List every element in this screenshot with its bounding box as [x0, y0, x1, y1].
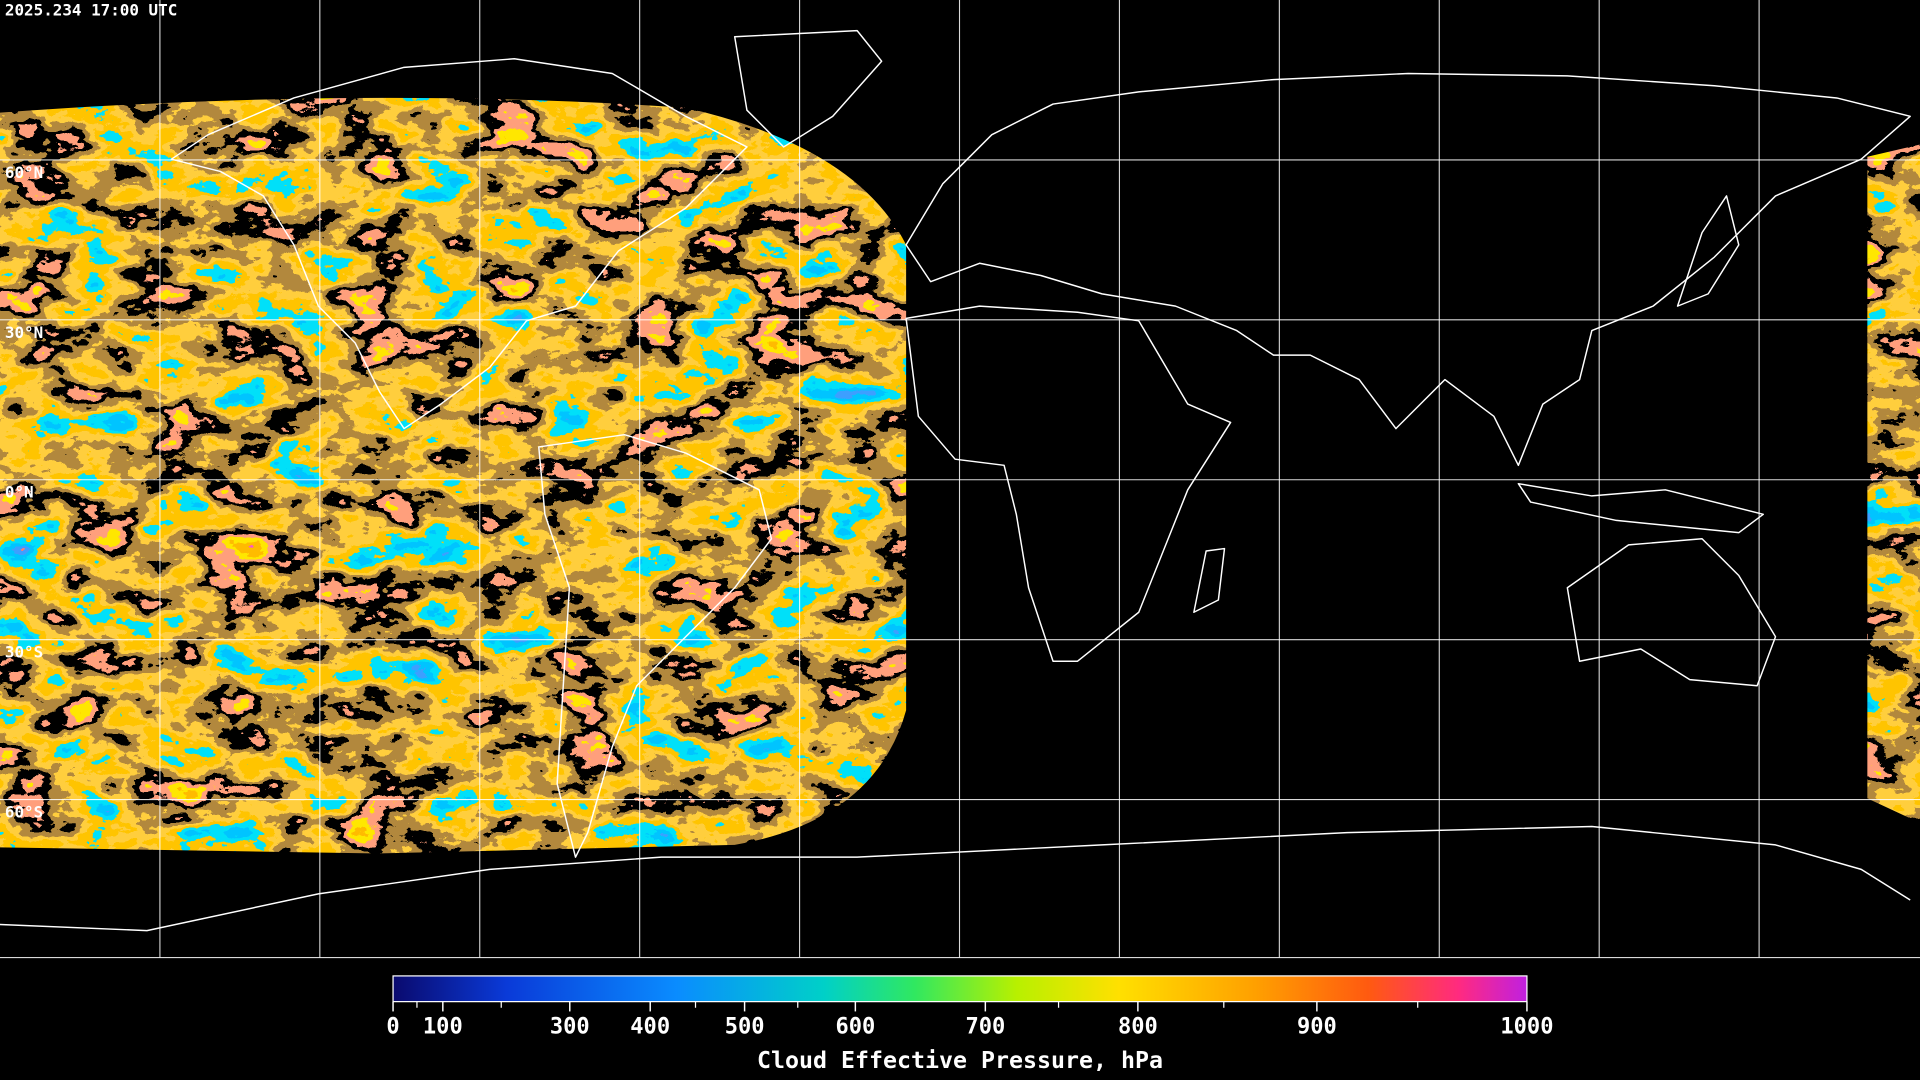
colorbar-title: Cloud Effective Pressure, hPa: [757, 1047, 1163, 1074]
coast-madagascar: [1193, 547, 1226, 613]
colorbar-tick-label: 800: [1118, 1014, 1158, 1039]
coast-south-america: [538, 433, 773, 858]
coast-north-america: [170, 58, 748, 430]
coast-japan: [1676, 195, 1740, 307]
latitude-labels: 60°N 30°N 0°N 30°S 60°S: [5, 163, 43, 822]
colorbar-tick-label: 400: [630, 1014, 670, 1039]
colorbar-tick-label: 600: [835, 1014, 875, 1039]
latitude-label: 30°N: [5, 323, 43, 342]
timestamp: 2025.234 17:00 UTC: [5, 1, 177, 20]
latitude-label: 30°S: [5, 643, 43, 662]
latitude-label: 60°N: [5, 163, 43, 182]
latitude-label: 60°S: [5, 803, 43, 822]
coast-eurasia: [905, 72, 1911, 467]
graticule: [0, 0, 1920, 958]
colorbar-tick-label: 700: [965, 1014, 1005, 1039]
colorbar-ticks: 0 100 300 400 500 600 700 800 900 1000: [386, 1001, 1553, 1039]
coast-greenland: [733, 29, 883, 148]
coastlines: [0, 29, 1911, 932]
coast-indonesia: [1517, 482, 1764, 534]
colorbar: [392, 975, 1528, 1003]
colorbar-tick-label: 300: [550, 1014, 590, 1039]
colorbar-tick-label: 0: [386, 1014, 399, 1039]
colorbar-tick-label: 100: [423, 1014, 463, 1039]
coast-antarctica: [0, 825, 1911, 932]
coast-australia: [1566, 538, 1777, 687]
coast-africa: [905, 305, 1232, 662]
colorbar-tick-label: 500: [725, 1014, 765, 1039]
latitude-label: 0°N: [5, 483, 34, 502]
colorbar-tick-label: 1000: [1500, 1014, 1553, 1039]
colorbar-tick-label: 900: [1297, 1014, 1337, 1039]
